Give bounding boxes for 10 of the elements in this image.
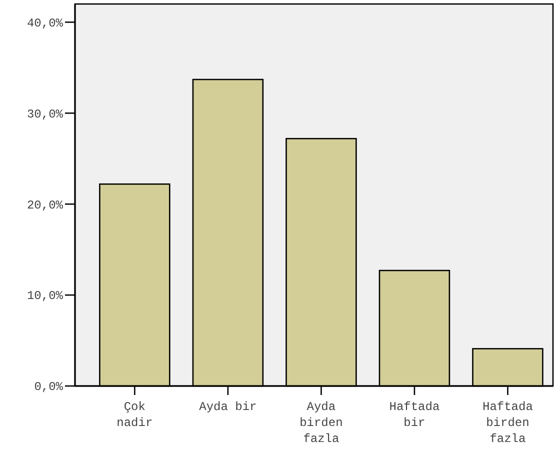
y-tick-label: 30,0% bbox=[26, 107, 64, 122]
x-tick-label: Haftada bir bbox=[389, 400, 440, 430]
y-tick-label: 0,0% bbox=[34, 380, 64, 394]
x-tick-label: Ayda birden fazla bbox=[300, 400, 343, 446]
x-tick-label: Haftada birden fazla bbox=[482, 400, 533, 446]
y-tick-label: 20,0% bbox=[26, 198, 64, 212]
y-tick-label: 40,0% bbox=[26, 16, 64, 30]
y-tick-label: 10,0% bbox=[26, 289, 64, 304]
x-tick-label: Ayda bir bbox=[199, 400, 257, 414]
x-tick-label: Çok nadir bbox=[116, 400, 153, 430]
